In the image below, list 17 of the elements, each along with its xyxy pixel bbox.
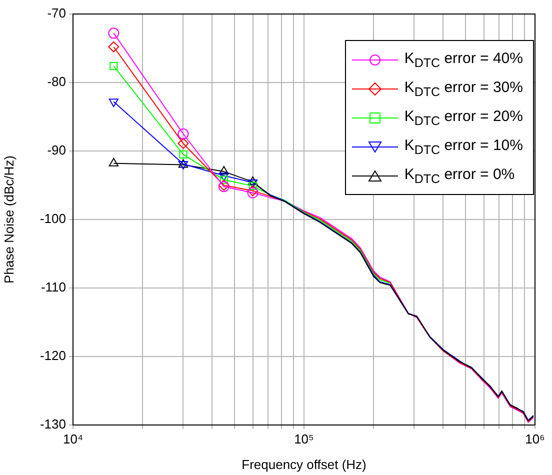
x-axis-title: Frequency offset (Hz) bbox=[242, 456, 366, 472]
x-tick-label: 10⁵ bbox=[294, 431, 314, 446]
legend-label: K$_{DTC}$ error = 30% bbox=[404, 78, 523, 98]
y-tick-label: -120 bbox=[40, 348, 66, 364]
legend-label: K$_{DTC}$ error = 0% bbox=[404, 166, 515, 186]
y-tick-label: -90 bbox=[47, 142, 66, 158]
legend-label: K$_{DTC}$ error = 40% bbox=[404, 50, 523, 70]
legend-label: K$_{DTC}$ error = 10% bbox=[404, 136, 523, 156]
y-tick-label: -70 bbox=[47, 6, 66, 21]
y-tick-label: -100 bbox=[40, 211, 66, 226]
y-tick-label: -80 bbox=[47, 74, 66, 90]
y-axis-title: Phase Noise (dBc/Hz) bbox=[1, 156, 16, 284]
x-tick-label: 10⁶ bbox=[525, 431, 545, 446]
y-tick-label: -110 bbox=[40, 280, 66, 295]
y-tick-label: -130 bbox=[40, 416, 66, 432]
legend-label: K$_{DTC}$ error = 20% bbox=[404, 108, 523, 128]
x-tick-label: 10⁴ bbox=[62, 431, 84, 446]
